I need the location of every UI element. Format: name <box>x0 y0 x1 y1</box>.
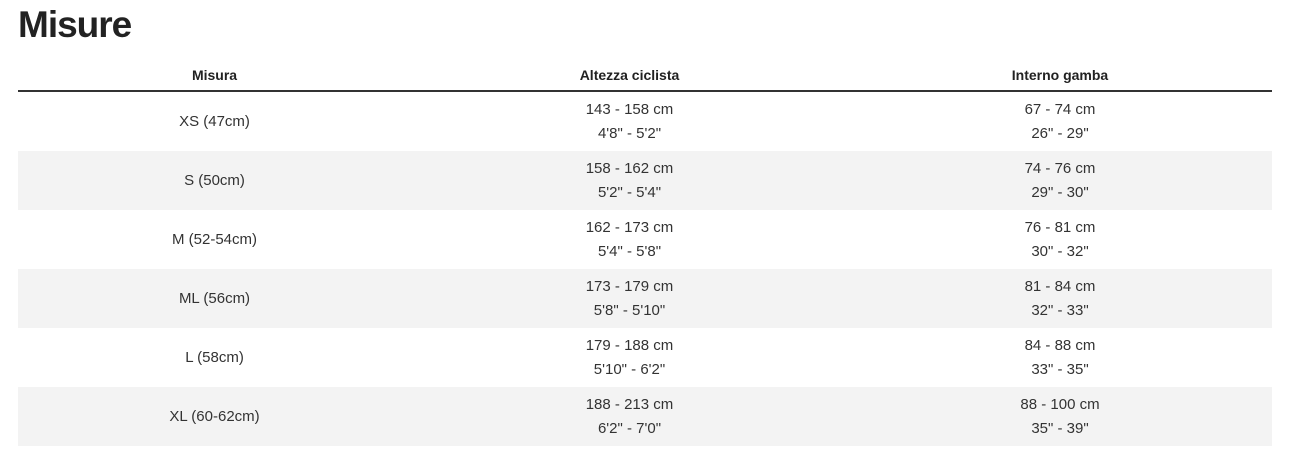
size-value: XL (60-62cm) <box>169 407 260 425</box>
rider-height-cell: 188 - 213 cm 6'2" - 7'0" <box>411 387 848 446</box>
rider-height-cell: 162 - 173 cm 5'4" - 5'8" <box>411 210 848 269</box>
size-value: S (50cm) <box>184 171 245 189</box>
size-cell: XL (60-62cm) <box>18 387 411 446</box>
size-value: M (52-54cm) <box>171 230 257 248</box>
table-row: ML (56cm) 173 - 179 cm 5'8" - 5'10" 81 - 84… <box>18 269 1272 328</box>
height-ft: 5'8" - 5'10" <box>593 301 666 319</box>
height-ft: 6'2" - 7'0" <box>597 419 662 437</box>
inseam-in: 32" - 33" <box>1031 301 1089 319</box>
size-value: XS (47cm) <box>179 112 250 130</box>
inseam-in: 35" - 39" <box>1031 419 1089 437</box>
header-size: Misura <box>18 59 411 92</box>
inseam-cell: 84 - 88 cm 33" - 35" <box>848 328 1272 387</box>
header-inseam: Interno gamba <box>848 59 1272 92</box>
rider-height-cell: 179 - 188 cm 5'10" - 6'2" <box>411 328 848 387</box>
inseam-cm: 74 - 76 cm <box>1024 159 1096 177</box>
table-row: L (58cm) 179 - 188 cm 5'10" - 6'2" 84 - 88 … <box>18 328 1272 387</box>
rider-height-cell: 158 - 162 cm 5'2" - 5'4" <box>411 151 848 210</box>
inseam-cm: 84 - 88 cm <box>1024 336 1096 354</box>
height-cm: 173 - 179 cm <box>585 277 674 295</box>
height-cm: 179 - 188 cm <box>585 336 674 354</box>
height-ft: 4'8" - 5'2" <box>597 124 662 142</box>
inseam-in: 33" - 35" <box>1031 360 1089 378</box>
height-cm: 188 - 213 cm <box>585 395 674 413</box>
size-cell: S (50cm) <box>18 151 411 210</box>
inseam-in: 29" - 30" <box>1031 183 1089 201</box>
height-ft: 5'2" - 5'4" <box>597 183 662 201</box>
inseam-cm: 67 - 74 cm <box>1024 100 1096 118</box>
height-cm: 143 - 158 cm <box>585 100 674 118</box>
inseam-in: 30" - 32" <box>1031 242 1089 260</box>
rider-height-cell: 143 - 158 cm 4'8" - 5'2" <box>411 91 848 151</box>
page-title: Misure <box>18 4 132 45</box>
table-row: S (50cm) 158 - 162 cm 5'2" - 5'4" 74 - 76 c… <box>18 151 1272 210</box>
size-cell: ML (56cm) <box>18 269 411 328</box>
height-ft: 5'10" - 6'2" <box>593 360 666 378</box>
table-row: M (52-54cm) 162 - 173 cm 5'4" - 5'8" 76 - 8… <box>18 210 1272 269</box>
size-table: Misura Altezza ciclista Interno gamba XS… <box>18 59 1272 446</box>
inseam-in: 26" - 29" <box>1031 124 1089 142</box>
table-header: Misura Altezza ciclista Interno gamba <box>18 59 1272 92</box>
inseam-cell: 88 - 100 cm 35" - 39" <box>848 387 1272 446</box>
inseam-cm: 81 - 84 cm <box>1024 277 1096 295</box>
inseam-cell: 81 - 84 cm 32" - 33" <box>848 269 1272 328</box>
size-cell: M (52-54cm) <box>18 210 411 269</box>
inseam-cm: 88 - 100 cm <box>1020 395 1100 413</box>
height-cm: 162 - 173 cm <box>585 218 674 236</box>
inseam-cell: 74 - 76 cm 29" - 30" <box>848 151 1272 210</box>
inseam-cm: 76 - 81 cm <box>1024 218 1096 236</box>
size-cell: L (58cm) <box>18 328 411 387</box>
inseam-cell: 76 - 81 cm 30" - 32" <box>848 210 1272 269</box>
table-row: XL (60-62cm) 188 - 213 cm 6'2" - 7'0" 88 - … <box>18 387 1272 446</box>
size-value: ML (56cm) <box>178 289 251 307</box>
rider-height-cell: 173 - 179 cm 5'8" - 5'10" <box>411 269 848 328</box>
inseam-cell: 67 - 74 cm 26" - 29" <box>848 91 1272 151</box>
size-value: L (58cm) <box>185 348 244 366</box>
height-cm: 158 - 162 cm <box>585 159 674 177</box>
height-ft: 5'4" - 5'8" <box>597 242 662 260</box>
table-row: XS (47cm) 143 - 158 cm 4'8" - 5'2" 67 - 74 … <box>18 91 1272 151</box>
size-cell: XS (47cm) <box>18 91 411 151</box>
header-rider-height: Altezza ciclista <box>411 59 848 92</box>
